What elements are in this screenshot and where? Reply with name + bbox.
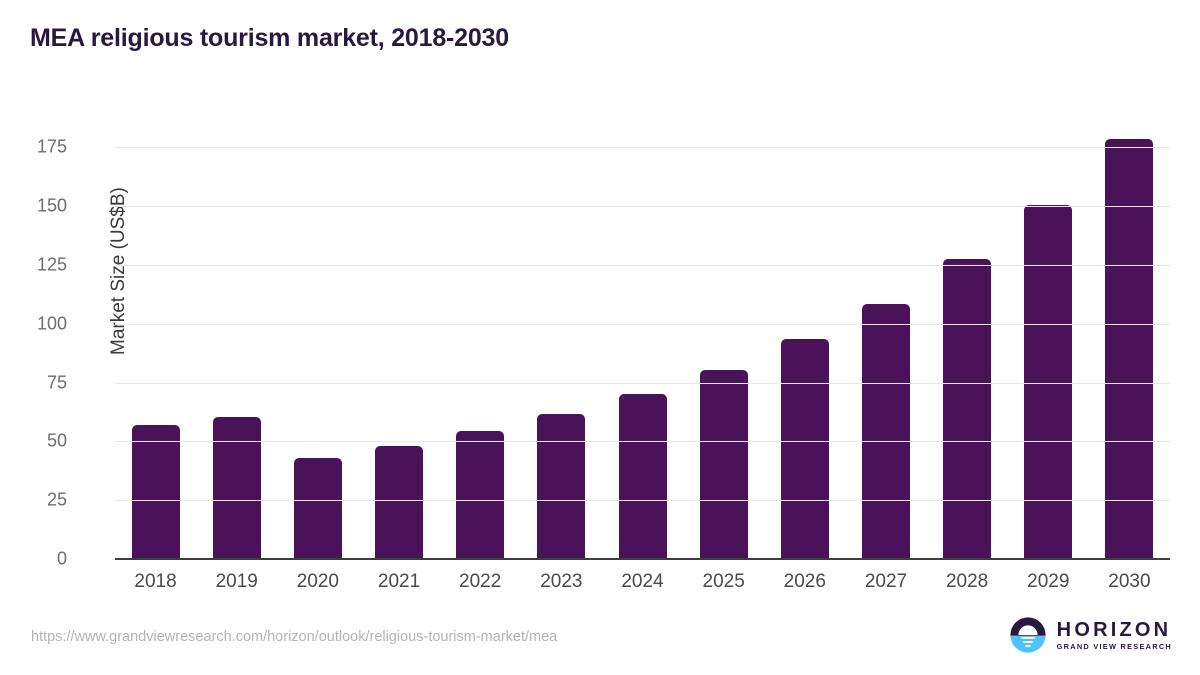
y-tick-label: 75: [46, 372, 67, 393]
bar[interactable]: [699, 369, 748, 559]
logo-subtitle: GRAND VIEW RESEARCH: [1056, 641, 1172, 651]
x-tick-label: 2030: [1108, 571, 1151, 592]
x-tick-label: 2026: [783, 571, 826, 592]
x-tick-label: 2023: [540, 571, 583, 592]
gridline: [115, 323, 1170, 325]
y-tick-label: 50: [46, 430, 67, 451]
x-tick-label: 2027: [864, 571, 908, 592]
bar[interactable]: [861, 303, 910, 559]
bar[interactable]: [1024, 204, 1073, 559]
bar[interactable]: [293, 457, 342, 559]
gridline: [115, 382, 1170, 384]
bar[interactable]: [212, 416, 261, 559]
y-tick-label: 175: [36, 136, 67, 157]
source-url[interactable]: https://www.grandviewresearch.com/horizo…: [31, 629, 558, 645]
y-tick-label: 25: [46, 489, 67, 510]
gridline: [115, 206, 1170, 208]
x-tick-label: 2028: [945, 571, 989, 592]
gridline: [115, 500, 1170, 502]
plot-area: Market Size (US$B) 0 25 50 75 100 125 150 175: [37, 119, 1170, 569]
bar[interactable]: [943, 259, 992, 559]
x-tick-label: 2020: [296, 571, 340, 592]
x-axis-line: [115, 558, 1170, 560]
horizon-logo: HORIZON GRAND VIEW RESEARCH: [1008, 615, 1172, 655]
x-tick-label: 2019: [215, 571, 258, 592]
x-tick-label: 2021: [377, 571, 421, 592]
bar[interactable]: [375, 446, 424, 559]
logo-wordmark: HORIZON: [1056, 618, 1172, 641]
y-tick-label: 100: [36, 313, 67, 334]
horizon-logo-text: HORIZON GRAND VIEW RESEARCH: [1057, 620, 1172, 650]
y-tick-label: 150: [36, 195, 67, 216]
horizon-logo-icon: [1010, 617, 1046, 653]
bars-layer: [115, 119, 1170, 559]
bar[interactable]: [456, 430, 505, 559]
y-tick-label: 125: [36, 254, 67, 275]
page-title: MEA religious tourism market, 2018-2030: [30, 24, 509, 52]
x-tick-label: 2025: [702, 571, 745, 592]
bar[interactable]: [537, 414, 586, 559]
y-tick-label: 0: [56, 548, 67, 569]
bar[interactable]: [780, 339, 829, 559]
bar[interactable]: [618, 394, 667, 559]
x-tick-label: 2024: [621, 571, 664, 592]
gridline: [115, 147, 1170, 149]
x-tick-label: 2022: [459, 571, 502, 592]
gridline: [115, 441, 1170, 443]
x-tick-label: 2029: [1027, 571, 1070, 592]
bar[interactable]: [1105, 139, 1154, 559]
x-tick-label: 2018: [134, 571, 177, 592]
gridline: [115, 264, 1170, 266]
bar[interactable]: [131, 424, 180, 559]
